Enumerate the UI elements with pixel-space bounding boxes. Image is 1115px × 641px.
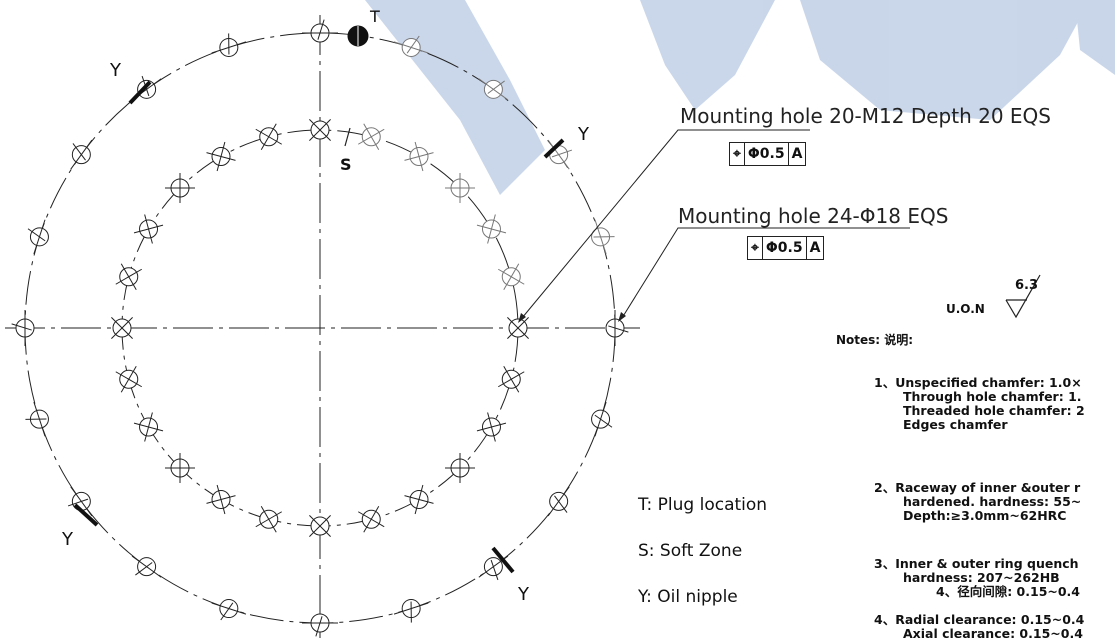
note-3: 3、Inner & outer ring quench hardness: 20… xyxy=(874,557,1080,599)
inner-hole xyxy=(256,506,282,532)
position-icon: ⌖ xyxy=(730,143,745,165)
notes-title: Notes: 说明: xyxy=(836,333,913,347)
legend-plug: T: Plug location xyxy=(638,495,767,515)
inner-hole xyxy=(207,485,236,514)
inner-hole xyxy=(358,124,384,150)
label-y-4: Y xyxy=(517,584,530,605)
inner-hole xyxy=(116,264,142,290)
inner-hole xyxy=(358,506,384,532)
note-3-line: 3、Inner & outer ring quench xyxy=(874,557,1080,571)
inner-hole xyxy=(134,413,163,442)
outer-hole xyxy=(592,402,612,436)
note-3-line: 4、径向间隙: 0.15~0.4 xyxy=(874,585,1080,599)
feature-control-frame-20: ⌖ Φ0.5 A xyxy=(729,142,806,166)
center-lines xyxy=(5,15,640,638)
inner-hole xyxy=(405,485,434,514)
tolerance-value: Φ0.5 xyxy=(745,143,789,165)
label-y-1: Y xyxy=(109,60,122,81)
tolerance-value: Φ0.5 xyxy=(763,237,807,259)
label-y-2: Y xyxy=(577,124,590,145)
note-3-line: hardness: 207~262HB xyxy=(874,571,1080,585)
inner-hole xyxy=(134,215,163,244)
position-icon: ⌖ xyxy=(748,237,763,259)
note-1-line: Through hole chamfer: 1. xyxy=(874,390,1085,404)
note-2-line: 2、Raceway of inner &outer r xyxy=(874,481,1081,495)
note-2-line: Depth:≥3.0mm~62HRC xyxy=(874,509,1081,523)
outer-hole xyxy=(25,402,48,436)
outer-hole xyxy=(132,556,161,577)
outer-hole xyxy=(394,600,428,623)
mounting-hole-24-label: Mounting hole 24-Φ18 EQS xyxy=(678,204,948,228)
inner-hole xyxy=(445,453,475,483)
inner-hole xyxy=(498,264,524,290)
note-1-line: Threaded hole chamfer: 2 xyxy=(874,404,1085,418)
inner-hole xyxy=(165,173,195,203)
label-y-3: Y xyxy=(61,529,74,550)
mounting-hole-20-label: Mounting hole 20-M12 Depth 20 EQS xyxy=(680,104,1051,128)
note-4-line: 4、Radial clearance: 0.15~0.4 xyxy=(874,613,1084,627)
outer-hole xyxy=(548,487,569,516)
inner-hole xyxy=(477,413,506,442)
inner-hole xyxy=(309,119,330,140)
datum-ref: A xyxy=(789,143,806,165)
inner-hole xyxy=(498,366,524,392)
note-1-line: 1、Unspecified chamfer: 1.0× xyxy=(874,376,1085,390)
inner-hole xyxy=(445,173,475,203)
legend-soft: S: Soft Zone xyxy=(638,541,742,561)
inner-hole xyxy=(477,215,506,244)
inner-hole xyxy=(116,366,142,392)
inner-hole xyxy=(405,142,434,171)
outer-hole xyxy=(212,33,246,56)
note-1: 1、Unspecified chamfer: 1.0× Through hole… xyxy=(874,376,1085,432)
outer-hole xyxy=(28,220,48,254)
inner-hole xyxy=(165,453,195,483)
note-4-line: Axial clearance: 0.15~0.4 xyxy=(874,627,1084,641)
note-1-line: Edges chamfer xyxy=(874,418,1085,432)
feature-control-frame-24: ⌖ Φ0.5 A xyxy=(747,236,824,260)
note-2: 2、Raceway of inner &outer r hardened. ha… xyxy=(874,481,1081,523)
inner-hole xyxy=(256,124,282,150)
roughness-value: 6.3 xyxy=(1015,279,1038,293)
outer-hole xyxy=(592,220,615,254)
inner-hole xyxy=(207,142,236,171)
inner-hole xyxy=(309,515,330,536)
outer-hole xyxy=(212,600,246,620)
inner-hole xyxy=(111,317,132,338)
label-s: S xyxy=(340,155,352,174)
note-4: 4、Radial clearance: 0.15~0.4 Axial clear… xyxy=(874,613,1084,641)
note-2-line: hardened. hardness: 55~ xyxy=(874,495,1081,509)
uon-label: U.O.N xyxy=(946,302,985,316)
outer-hole xyxy=(71,140,92,169)
datum-ref: A xyxy=(807,237,824,259)
label-t: T xyxy=(369,7,380,26)
soft-zone-mark xyxy=(345,128,350,146)
legend-oil: Y: Oil nipple xyxy=(638,587,738,607)
inner-hole xyxy=(507,317,528,338)
